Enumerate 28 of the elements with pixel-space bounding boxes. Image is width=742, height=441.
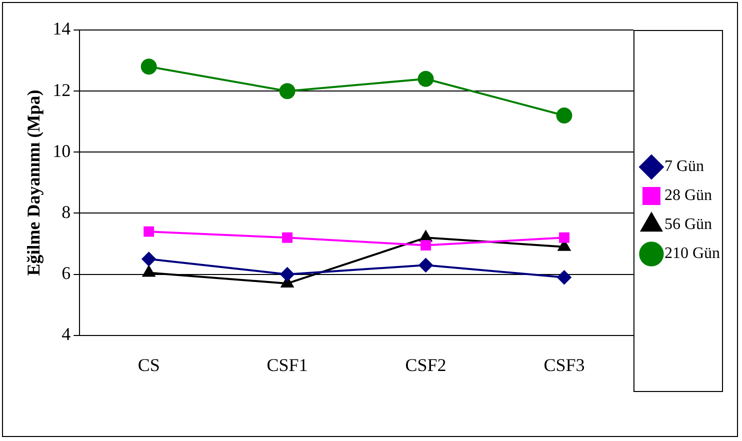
point bbox=[142, 252, 156, 266]
y-tick-label: 12 bbox=[52, 80, 71, 100]
point bbox=[279, 83, 296, 100]
x-tick-label: CS bbox=[138, 354, 160, 375]
x-tick-label: CSF3 bbox=[544, 354, 585, 375]
point bbox=[140, 58, 157, 75]
y-axis-title: Eğilme Dayanımı (Mpa) bbox=[23, 90, 44, 276]
y-tick-label: 14 bbox=[52, 18, 71, 39]
y-tick-label: 8 bbox=[62, 202, 71, 222]
point bbox=[557, 270, 572, 284]
legend-label: 210 Gün bbox=[664, 245, 720, 262]
y-tick-label: 10 bbox=[52, 140, 71, 161]
y-tick-label: 6 bbox=[62, 263, 71, 284]
point bbox=[420, 240, 431, 251]
point bbox=[280, 267, 294, 282]
point bbox=[282, 232, 293, 243]
legend-label: 28 Gün bbox=[664, 187, 712, 204]
point bbox=[142, 266, 156, 277]
legend-label: 7 Gün bbox=[664, 158, 704, 176]
point bbox=[558, 232, 570, 243]
y-tick-label: 4 bbox=[62, 324, 71, 344]
x-tick-label: CSF1 bbox=[266, 354, 308, 375]
point bbox=[418, 258, 433, 272]
legend-label: 56 Gün bbox=[664, 216, 712, 234]
point bbox=[144, 226, 154, 237]
x-tick-label: CSF2 bbox=[405, 354, 446, 375]
point bbox=[556, 108, 572, 124]
point bbox=[418, 70, 434, 87]
